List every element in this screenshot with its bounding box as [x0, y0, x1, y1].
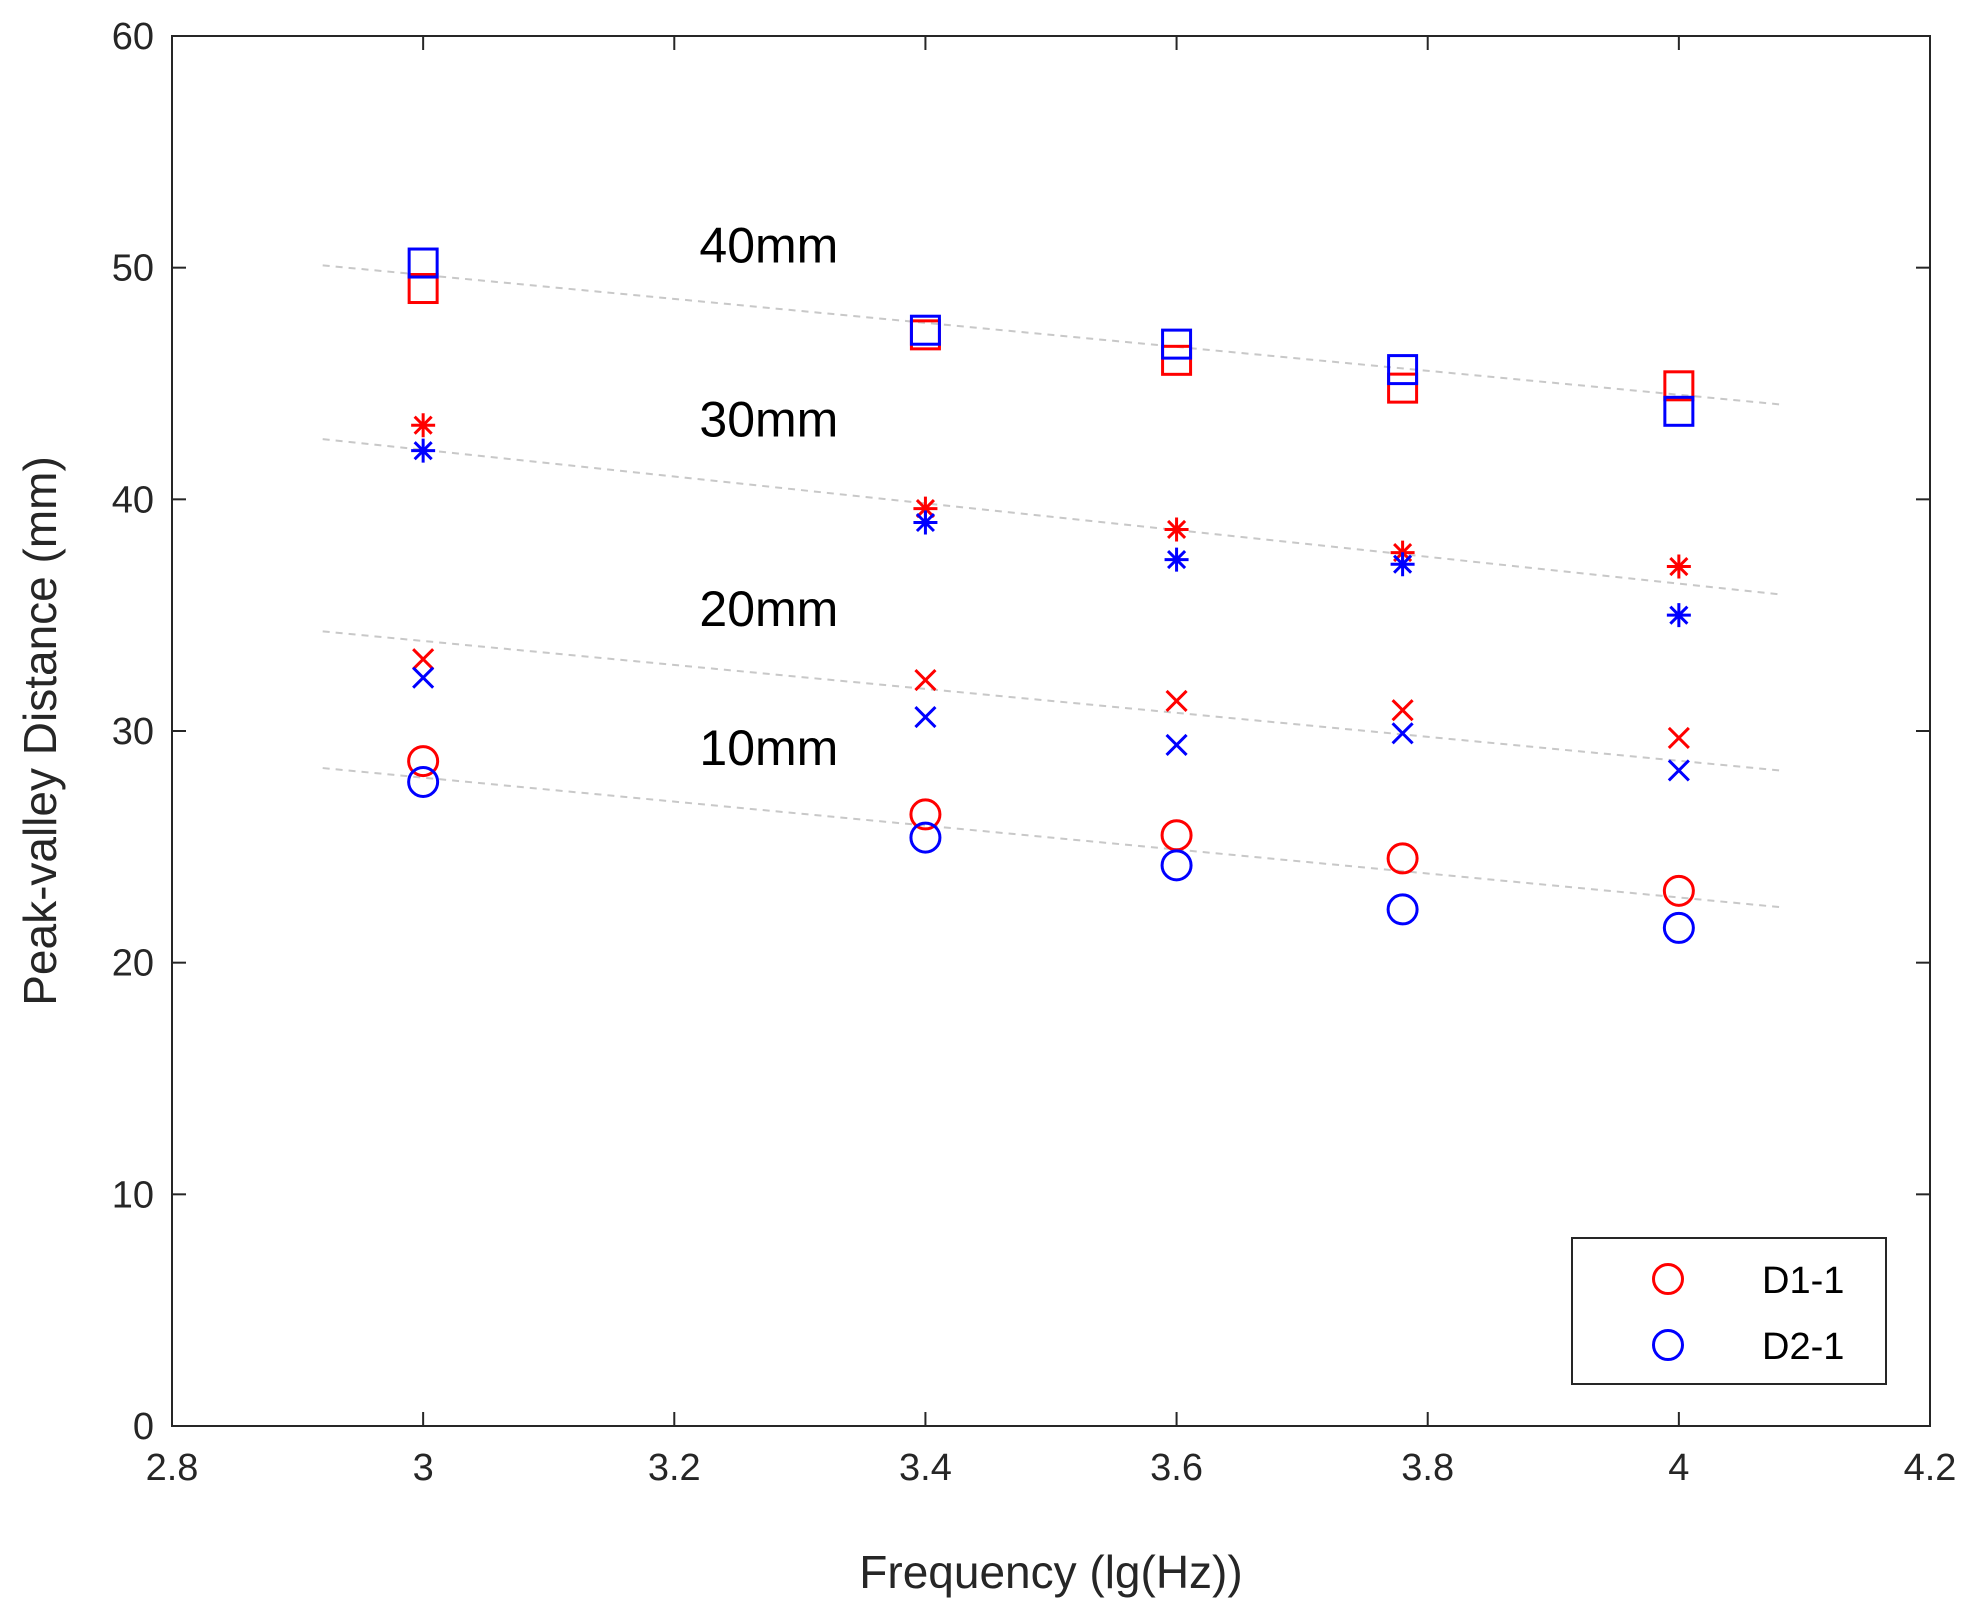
x-tick-label: 3.8	[1401, 1447, 1454, 1489]
group-label-20mm: 20mm	[699, 581, 838, 637]
data-point-d2-1-20mm	[914, 706, 937, 729]
trend-line-20mm	[322, 630, 1780, 772]
legend-label-d2-1: D2-1	[1762, 1326, 1844, 1368]
y-tick-label: 50	[112, 248, 154, 290]
data-point-d2-1-10mm	[909, 821, 942, 854]
y-tick-label: 40	[112, 479, 154, 521]
data-point-d2-1-30mm	[913, 510, 938, 535]
data-point-d1-1-40mm	[1663, 370, 1695, 402]
x-tick-label: 4.2	[1904, 1447, 1957, 1489]
group-label-40mm: 40mm	[699, 218, 838, 274]
x-axis-label: Frequency (lg(Hz))	[859, 1546, 1242, 1598]
data-point-d2-1-10mm	[1386, 893, 1419, 926]
legend-box	[1571, 1237, 1887, 1385]
y-axis-label: Peak-valley Distance (mm)	[14, 456, 66, 1006]
legend-marker-d2-1	[1652, 1329, 1684, 1361]
data-point-d2-1-40mm	[1161, 328, 1193, 360]
x-tick-label: 3.4	[899, 1447, 952, 1489]
data-point-d2-1-40mm	[1387, 354, 1419, 386]
data-point-d1-1-10mm	[407, 745, 440, 778]
data-point-d2-1-40mm	[909, 314, 941, 346]
data-point-d1-1-30mm	[1666, 554, 1691, 579]
data-point-d1-1-20mm	[412, 648, 435, 671]
y-tick-label: 10	[112, 1174, 154, 1216]
trend-lines	[322, 264, 1780, 909]
group-annotations: 40mm 30mm 20mm 10mm	[699, 218, 838, 777]
data-point-d1-1-30mm	[913, 496, 938, 521]
y-tick-label: 60	[112, 16, 154, 58]
data-point-d1-1-10mm	[1662, 874, 1695, 907]
data-markers	[407, 247, 1695, 944]
trend-line-10mm	[322, 767, 1780, 909]
data-point-d1-1-20mm	[1165, 689, 1188, 712]
trend-line-40mm	[322, 264, 1780, 406]
data-point-d2-1-30mm	[1666, 603, 1691, 628]
data-point-d1-1-40mm	[407, 273, 439, 305]
data-point-d1-1-20mm	[1667, 726, 1690, 750]
data-point-d1-1-10mm	[909, 798, 942, 831]
data-point-d2-1-10mm	[1662, 911, 1695, 944]
data-point-d2-1-40mm	[407, 247, 439, 279]
x-tick-label: 4	[1668, 1447, 1689, 1489]
data-point-d2-1-10mm	[1160, 849, 1193, 882]
data-point-d2-1-10mm	[407, 765, 440, 798]
data-point-d1-1-20mm	[1391, 699, 1414, 722]
data-point-d1-1-40mm	[1387, 372, 1419, 404]
trend-line-30mm	[322, 438, 1780, 596]
data-point-d1-1-30mm	[411, 413, 436, 438]
data-point-d2-1-20mm	[1391, 722, 1414, 745]
axis-ticks: 2.8 3 3.2 3.4 3.6 3.8 4 4.2 0 10 20 30 40 50 60	[112, 16, 1957, 1489]
data-point-d1-1-20mm	[914, 668, 937, 692]
data-point-d2-1-20mm	[1165, 733, 1188, 756]
legend-label-d1-1: D1-1	[1762, 1260, 1844, 1302]
x-tick-label: 3	[413, 1447, 434, 1489]
y-tick-label: 20	[112, 943, 154, 985]
data-point-d1-1-30mm	[1164, 517, 1189, 542]
data-point-d2-1-20mm	[412, 666, 435, 689]
data-point-d2-1-30mm	[1390, 552, 1415, 577]
data-point-d1-1-40mm	[1161, 344, 1193, 376]
group-label-10mm: 10mm	[699, 720, 838, 776]
y-tick-label: 0	[133, 1406, 154, 1448]
data-point-d1-1-10mm	[1386, 842, 1419, 875]
x-tick-label: 3.2	[648, 1447, 701, 1489]
data-point-d2-1-30mm	[411, 438, 436, 463]
legend: D1-1 D2-1	[1571, 1237, 1887, 1385]
data-point-d2-1-30mm	[1164, 547, 1189, 572]
y-tick-label: 30	[112, 711, 154, 753]
group-label-30mm: 30mm	[699, 391, 838, 447]
x-tick-label: 2.8	[146, 1447, 199, 1489]
x-tick-label: 3.6	[1150, 1447, 1203, 1489]
data-point-d2-1-40mm	[1663, 395, 1695, 427]
data-point-d2-1-20mm	[1667, 759, 1690, 782]
legend-marker-d1-1	[1652, 1263, 1684, 1295]
